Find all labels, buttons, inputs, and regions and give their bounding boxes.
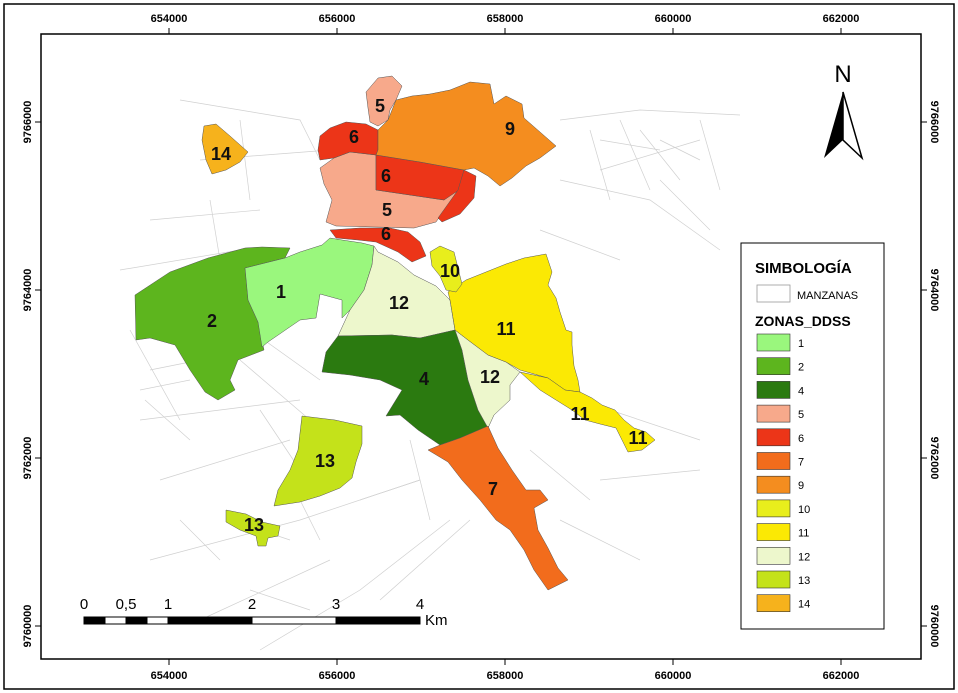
x-tick-top-5: 662000 [823, 13, 860, 25]
x-tick-bottom-1: 654000 [151, 670, 188, 682]
north-label: N [834, 61, 851, 88]
zone-label-6a: 6 [349, 127, 359, 147]
zone-13b-polygon[interactable] [225, 509, 281, 547]
zone-label-11a: 11 [496, 319, 515, 339]
zone-label-4: 4 [419, 369, 429, 389]
legend-swatch-13 [756, 570, 791, 589]
zone-label-14: 14 [211, 144, 231, 164]
scale-label-1: 1 [164, 596, 172, 613]
zone-6c-polygon[interactable] [437, 169, 477, 223]
zone-11a-polygon[interactable] [447, 253, 581, 393]
legend-label-4: 4 [798, 385, 804, 397]
x-tick-bottom-2: 656000 [319, 670, 356, 682]
legend-label-12: 12 [798, 551, 810, 563]
zone-label-13a: 13 [315, 451, 335, 471]
scale-label-0-5: 0,5 [116, 596, 137, 613]
legend-swatch-9 [756, 475, 791, 494]
zone-label-2: 2 [207, 311, 217, 331]
y-tick-right-3: 9762000 [928, 437, 940, 480]
x-tick-bottom-4: 660000 [655, 670, 692, 682]
x-tick-top-3: 658000 [487, 13, 524, 25]
scale-label-2: 2 [248, 596, 256, 613]
legend-label-9: 9 [798, 480, 804, 492]
zone-label-6b: 6 [381, 166, 391, 186]
legend-swatch-7 [756, 452, 791, 470]
zone-label-12a: 12 [389, 293, 409, 313]
north-arrow-left-icon [824, 92, 843, 158]
zone-14-polygon[interactable] [201, 123, 249, 175]
zone-label-13b: 13 [244, 515, 264, 535]
x-tick-top-2: 656000 [319, 13, 356, 25]
zone-label-1: 1 [276, 282, 286, 302]
x-tick-top-1: 654000 [151, 13, 188, 25]
legend-label-7: 7 [798, 457, 804, 469]
x-tick-bottom-3: 658000 [487, 670, 524, 682]
x-tick-bottom-5: 662000 [823, 670, 860, 682]
zone-label-5b: 5 [382, 200, 392, 220]
zone-10-polygon[interactable] [429, 245, 463, 293]
zone-label-5a: 5 [375, 96, 385, 116]
y-tick-left-2: 9764000 [22, 269, 34, 312]
legend-swatch-6 [756, 428, 791, 447]
y-tick-left-3: 9762000 [22, 437, 34, 480]
legend-swatch-12 [756, 546, 791, 565]
zone-label-9: 9 [505, 119, 515, 139]
y-tick-right-2: 9764000 [928, 269, 940, 312]
zone-9-polygon[interactable] [375, 81, 557, 187]
y-tick-left-4: 9760000 [22, 605, 34, 648]
north-arrow-right-icon [842, 91, 864, 161]
legend-label-2: 2 [798, 362, 804, 374]
zone-13a-polygon[interactable] [273, 415, 363, 507]
legend-title: SIMBOLOGÍA [755, 260, 852, 277]
legend-manzanas-label: MANZANAS [797, 290, 858, 302]
scale-label-4: 4 [416, 596, 424, 613]
scale-label-3: 3 [332, 596, 340, 613]
y-tick-right-4: 9760000 [928, 605, 940, 648]
legend-label-13: 13 [798, 575, 810, 587]
legend: SIMBOLOGÍA MANZANAS ZONAS_DDSS 124567910… [740, 242, 885, 630]
legend-swatch-2 [756, 357, 791, 376]
legend-manzanas-swatch [756, 284, 791, 303]
tick-marks [35, 28, 927, 665]
y-tick-right-1: 9766000 [928, 101, 940, 144]
x-tick-top-4: 660000 [655, 13, 692, 25]
zone-label-6c: 6 [381, 224, 391, 244]
legend-label-14: 14 [798, 599, 810, 611]
zone-label-12b: 12 [480, 367, 500, 387]
legend-swatch-10 [756, 499, 791, 518]
legend-swatch-5 [756, 404, 791, 423]
legend-label-5: 5 [798, 409, 804, 421]
legend-label-10: 10 [798, 504, 810, 516]
zone-label-11c: 11 [628, 428, 647, 448]
y-tick-left-1: 9766000 [22, 101, 34, 144]
scale-bar: 0 0,5 1 2 3 4 Km [80, 596, 448, 629]
legend-swatch-4 [756, 381, 791, 399]
legend-label-11: 11 [798, 528, 809, 540]
outer-frame [3, 3, 955, 690]
zone-label-7: 7 [488, 479, 498, 499]
north-arrow: N [824, 61, 864, 161]
scale-label-0: 0 [80, 596, 88, 613]
legend-swatch-11 [756, 523, 791, 541]
legend-swatch-14 [756, 594, 791, 613]
scale-unit: Km [425, 612, 448, 629]
legend-label-1: 1 [798, 338, 804, 350]
zone-7-polygon[interactable] [427, 425, 569, 591]
zone-label-10: 10 [440, 261, 460, 281]
zone-6d-polygon[interactable] [329, 227, 427, 263]
legend-zones-title: ZONAS_DDSS [755, 313, 851, 329]
zone-label-11b: 11 [570, 404, 589, 424]
zone-2-polygon[interactable] [134, 246, 291, 401]
zone-11b-polygon[interactable] [519, 371, 656, 453]
zone-5a-polygon[interactable] [365, 75, 403, 127]
legend-label-6: 6 [798, 433, 804, 445]
legend-swatch-1 [756, 333, 791, 352]
